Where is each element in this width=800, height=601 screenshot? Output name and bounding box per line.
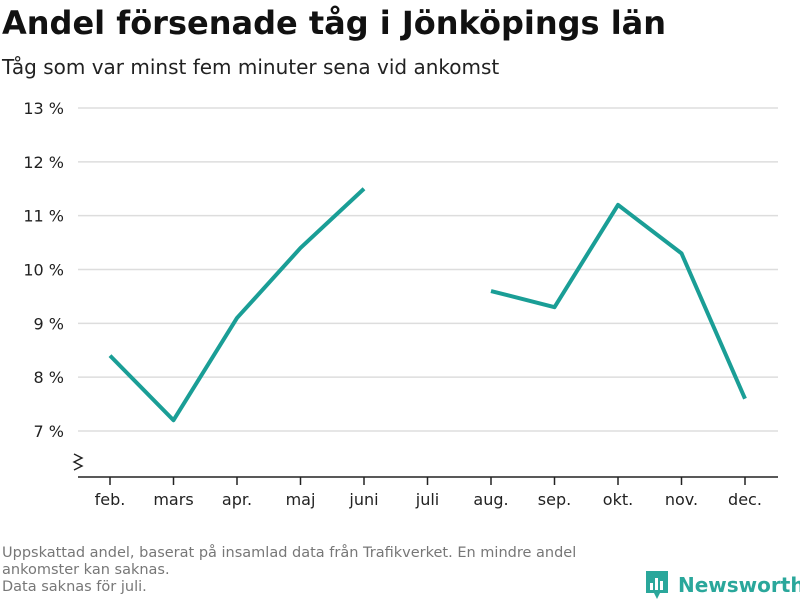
x-tick-label: apr. bbox=[222, 490, 252, 509]
footnote: Uppskattad andel, baserat på insamlad da… bbox=[2, 545, 642, 596]
brand-label: Newsworthy bbox=[678, 573, 800, 597]
y-tick-label: 10 % bbox=[23, 261, 64, 280]
series-line bbox=[491, 205, 745, 399]
y-axis-ticks: 7 % 8 % 9 % 10 % 11 % 12 % 13 % bbox=[23, 99, 64, 441]
x-tick-label: maj bbox=[286, 490, 316, 509]
series-line bbox=[110, 189, 364, 420]
x-tick-label: juli bbox=[415, 490, 439, 509]
x-tick-label: dec. bbox=[728, 490, 762, 509]
x-tick-label: juni bbox=[348, 490, 378, 509]
x-axis-ticks: feb. mars apr. maj juni juli aug. sep. okt. nov. d… bbox=[95, 477, 762, 509]
gridlines bbox=[78, 108, 778, 431]
y-tick-label: 13 % bbox=[23, 99, 64, 118]
x-axis bbox=[74, 454, 778, 477]
y-tick-label: 7 % bbox=[34, 422, 64, 441]
brand: Newsworthy bbox=[644, 569, 800, 601]
x-tick-label: nov. bbox=[665, 490, 698, 509]
x-tick-label: aug. bbox=[473, 490, 508, 509]
y-tick-label: 12 % bbox=[23, 153, 64, 172]
y-tick-label: 11 % bbox=[23, 207, 64, 226]
axis-break-icon bbox=[74, 454, 82, 470]
line-chart: 7 % 8 % 9 % 10 % 11 % 12 % 13 % feb. mars apr. ma… bbox=[0, 0, 800, 540]
footnote-line: Data saknas för juli. bbox=[2, 579, 642, 596]
x-tick-label: okt. bbox=[603, 490, 633, 509]
footnote-line: Uppskattad andel, baserat på insamlad da… bbox=[2, 545, 642, 579]
x-tick-label: sep. bbox=[538, 490, 571, 509]
y-tick-label: 8 % bbox=[34, 368, 64, 387]
series-lines bbox=[110, 189, 745, 421]
x-tick-label: feb. bbox=[95, 490, 126, 509]
y-tick-label: 9 % bbox=[34, 314, 64, 333]
newsworthy-logo-icon bbox=[644, 569, 670, 601]
x-tick-label: mars bbox=[153, 490, 193, 509]
